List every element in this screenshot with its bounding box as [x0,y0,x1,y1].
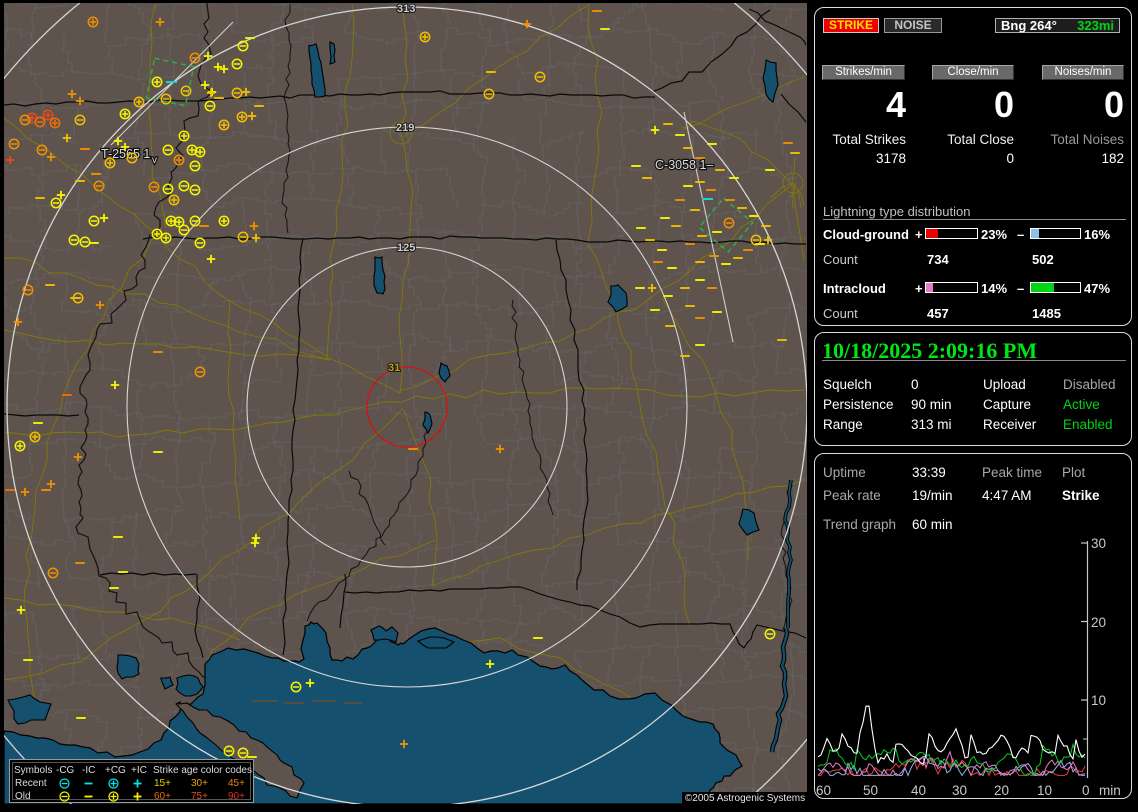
svg-text:30: 30 [1091,536,1106,551]
svg-text:T-2565 1: T-2565 1 [101,147,150,161]
svg-text:10: 10 [1037,783,1052,798]
svg-text:30: 30 [952,783,967,798]
svg-text:C-3058 1–: C-3058 1– [655,158,713,172]
svg-text:40: 40 [911,783,926,798]
svg-text:min: min [1099,783,1121,798]
svg-text:20: 20 [994,783,1009,798]
svg-text:60: 60 [816,783,831,798]
svg-text:20: 20 [1091,615,1106,630]
svg-text:0: 0 [1082,783,1090,798]
svg-text:31: 31 [388,362,400,374]
svg-text:219: 219 [396,122,414,134]
svg-text:10: 10 [1091,693,1106,708]
svg-text:125: 125 [397,242,415,254]
svg-text:313: 313 [397,3,415,15]
svg-text:v: v [152,155,157,166]
svg-text:50: 50 [863,783,878,798]
